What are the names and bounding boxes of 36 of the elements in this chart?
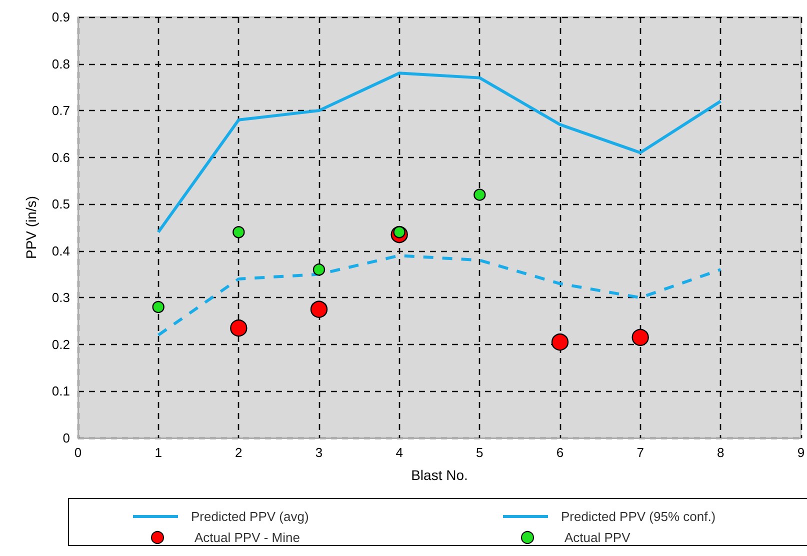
- y-tick-label: 0.4: [52, 243, 70, 258]
- point: [310, 300, 328, 318]
- x-tick-label: 1: [154, 445, 162, 460]
- legend-label: Actual PPV - Mine: [194, 530, 300, 545]
- y-tick-label: 0.3: [52, 290, 70, 306]
- point: [474, 188, 486, 201]
- x-tick-label: 2: [235, 445, 242, 460]
- point: [632, 328, 649, 346]
- x-tick-label: 8: [717, 445, 724, 460]
- point: [312, 264, 326, 276]
- y-tick-label: 0.7: [52, 103, 70, 118]
- legend-label: Predicted PPV (95% conf.): [561, 509, 716, 524]
- line-series: [156, 254, 722, 337]
- x-tick-label: 7: [636, 445, 644, 460]
- y-tick-label: 0.8: [52, 56, 70, 72]
- x-tick-label: 9: [797, 445, 805, 460]
- point: [230, 319, 248, 337]
- y-tick-label: 0.2: [52, 336, 70, 352]
- y-tick-label: 0.1: [52, 384, 70, 399]
- line-series: [156, 72, 722, 234]
- legend-label: Predicted PPV (avg): [191, 509, 309, 524]
- y-tick-label: 0.5: [52, 196, 70, 212]
- x-tick-label: 6: [556, 445, 564, 460]
- y-tick-label: 0.9: [52, 10, 70, 24]
- y-tick-label: 0: [62, 430, 70, 446]
- x-tick-label: 5: [476, 445, 484, 460]
- x-tick-label: 3: [315, 445, 323, 460]
- x-tick-label: 4: [396, 445, 403, 460]
- point: [551, 334, 569, 351]
- point: [152, 300, 164, 314]
- y-tick-label: 0.6: [52, 150, 70, 165]
- point: [232, 226, 245, 238]
- x-tick-label: 0: [74, 445, 82, 460]
- x-axis-title: Blast No.: [411, 467, 468, 483]
- legend-label: Actual PPV: [564, 530, 631, 545]
- y-axis-title: PPV (in/s): [23, 196, 39, 260]
